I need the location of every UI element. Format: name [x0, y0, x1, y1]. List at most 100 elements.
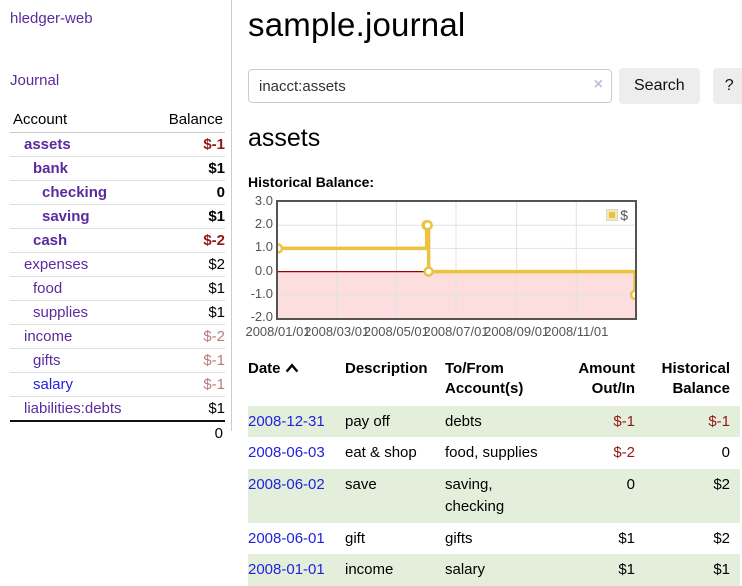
clear-search-icon[interactable]: ×	[593, 76, 603, 93]
account-row: expenses $2	[10, 252, 225, 277]
x-tick-label: 2008/07/01	[423, 324, 489, 339]
sidebar: hledger-web Journal Account Balance asse…	[0, 0, 232, 445]
account-balance: $-2	[150, 228, 225, 253]
search-input[interactable]	[248, 69, 612, 103]
transaction-description: pay off	[345, 412, 390, 430]
y-tick-label: 3.0	[254, 193, 273, 208]
account-page-title: assets	[248, 124, 321, 152]
account-balance: 0	[150, 180, 225, 205]
transaction-date-link[interactable]: 2008-06-03	[248, 444, 325, 462]
account-balance: $-1	[150, 348, 225, 373]
account-row: checking 0	[10, 180, 225, 205]
account-link[interactable]: liabilities:debts	[24, 400, 122, 417]
x-tick-label: 2008/05/01	[363, 324, 429, 339]
account-link[interactable]: income	[24, 328, 73, 345]
transaction-amount: $-2	[613, 444, 635, 462]
transaction-balance: $2	[713, 529, 730, 547]
register-table: Date Description To/From Account(s) Amou…	[248, 357, 740, 586]
transaction-row[interactable]: 2008-06-01 gift gifts $1 $2	[248, 523, 740, 555]
transaction-date-link[interactable]: 2008-12-31	[248, 412, 325, 430]
account-link[interactable]: cash	[33, 232, 68, 249]
help-button[interactable]: ?	[712, 68, 742, 104]
main-content: sample.journal × Search ? assets Histori…	[232, 0, 742, 586]
sort-ascending-icon	[285, 363, 298, 373]
y-tick-label: -1.0	[250, 285, 273, 301]
account-link[interactable]: supplies	[33, 304, 89, 321]
chart-legend: $	[604, 206, 630, 224]
transaction-date-link[interactable]: 2008-01-01	[248, 561, 325, 579]
register-header-date[interactable]: Date	[248, 357, 345, 406]
transaction-balance: $1	[713, 561, 730, 579]
account-link[interactable]: bank	[33, 160, 69, 177]
account-link[interactable]: gifts	[33, 352, 61, 369]
account-balance: $2	[150, 252, 225, 277]
search-button[interactable]: Search	[619, 68, 700, 104]
transaction-description: save	[345, 476, 377, 493]
account-row: saving $1	[10, 204, 225, 229]
account-row: cash $-2	[10, 228, 225, 253]
transaction-accounts: gifts	[445, 529, 473, 547]
transaction-row[interactable]: 2008-01-01 income salary $1 $1	[248, 554, 740, 586]
page-title: sample.journal	[248, 6, 466, 43]
transaction-accounts: debts	[445, 412, 482, 430]
account-link[interactable]: salary	[33, 376, 74, 393]
transaction-balance: $2	[713, 476, 730, 493]
accounts-table: Account Balance assets $-1 bank $1 check…	[10, 108, 225, 445]
transaction-description: gift	[345, 529, 366, 547]
accounts-total: 0	[10, 420, 225, 445]
account-row: assets $-1	[10, 132, 225, 157]
transaction-description: eat & shop	[345, 444, 417, 462]
legend-label: $	[620, 207, 628, 223]
transaction-accounts: salary	[445, 561, 486, 579]
account-row: gifts $-1	[10, 348, 225, 373]
transaction-date-link[interactable]: 2008-06-02	[248, 476, 325, 493]
transaction-date-link[interactable]: 2008-06-01	[248, 529, 325, 547]
accounts-header-account: Account	[10, 108, 151, 133]
transaction-row[interactable]: 2008-06-02 save saving, checking 0 $2	[248, 469, 740, 523]
app-title-link[interactable]: hledger-web	[10, 10, 93, 27]
legend-swatch-icon	[606, 209, 619, 221]
transaction-accounts: saving, checking	[445, 476, 505, 515]
account-balance: $1	[150, 204, 225, 229]
sidebar-item-journal[interactable]: Journal	[10, 72, 60, 89]
transaction-row[interactable]: 2008-12-31 pay off debts $-1 $-1	[248, 405, 740, 438]
account-balance: $1	[208, 400, 225, 417]
transaction-balance: 0	[721, 444, 730, 462]
account-balance: $1	[150, 276, 225, 301]
account-link[interactable]: saving	[42, 208, 90, 225]
transaction-row[interactable]: 2008-06-03 eat & shop food, supplies $-2…	[248, 437, 740, 469]
transaction-amount: $1	[618, 529, 635, 547]
transaction-accounts: food, supplies	[445, 444, 538, 462]
historical-balance-chart: 3.0 2.0 1.0 0.0 -1.0 -2.0 $ 2008/01/01 2008/03…	[245, 193, 742, 340]
transaction-amount: 0	[626, 476, 635, 493]
search-box: ×	[248, 69, 612, 103]
transaction-amount: $1	[618, 561, 635, 579]
y-tick-label: 2.0	[254, 216, 273, 232]
chart-plot-area: $	[276, 200, 637, 320]
x-tick-label: 2008/01/01	[245, 324, 311, 339]
register-header-accounts: To/From Account(s)	[445, 360, 524, 398]
account-link[interactable]: expenses	[24, 256, 89, 273]
transaction-balance: $-1	[708, 412, 730, 430]
transaction-description: income	[345, 561, 394, 579]
search-row: × Search ?	[248, 68, 742, 104]
account-balance: $1	[150, 300, 225, 325]
account-link[interactable]: food	[33, 280, 63, 297]
register-header-description: Description	[345, 360, 428, 377]
transaction-amount: $-1	[613, 412, 635, 430]
account-row: bank $1	[10, 156, 225, 181]
y-tick-label: 1.0	[254, 239, 273, 255]
x-tick-label: 2008/09/01	[484, 324, 550, 339]
y-tick-label: 0.0	[254, 262, 273, 278]
account-row: food $1	[10, 276, 225, 301]
account-row: supplies $1	[10, 300, 225, 325]
x-tick-label: 2008/11/01	[544, 324, 609, 339]
account-link[interactable]: assets	[24, 136, 71, 153]
account-balance: $1	[150, 156, 225, 181]
account-row: income $-2	[10, 324, 225, 349]
account-balance: $-1	[150, 132, 225, 157]
x-tick-label: 2008/03/01	[304, 324, 370, 339]
chart-title: Historical Balance:	[248, 174, 375, 190]
account-link[interactable]: checking	[42, 184, 108, 201]
